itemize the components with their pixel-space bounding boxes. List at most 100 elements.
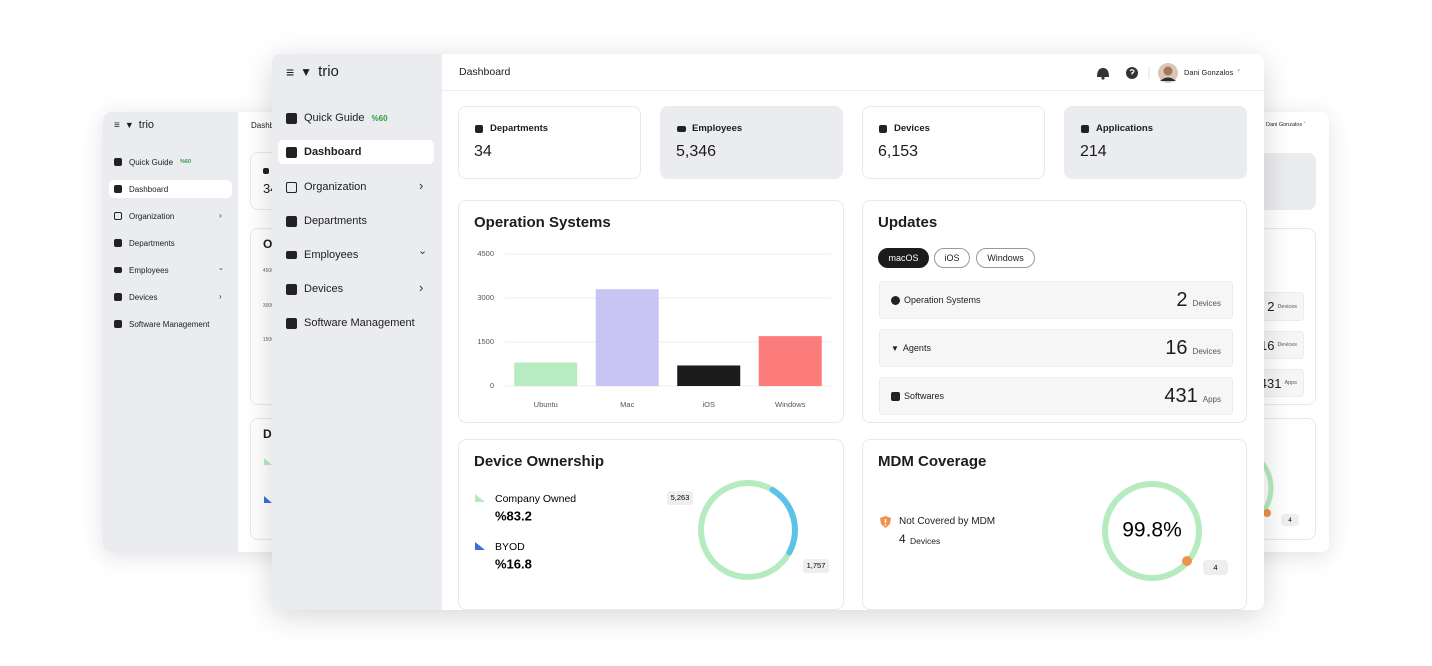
tab[interactable]: macOS [878, 248, 929, 268]
chart-card: Operation Systems 0 1500 3000 4500 Ubuntu Mac… [458, 200, 844, 423]
row-count: 2 [1176, 288, 1188, 311]
value-label: 5,263 [671, 493, 690, 502]
text: Departments [304, 215, 367, 227]
stat-label: Applications [1096, 123, 1154, 134]
header [442, 54, 1264, 91]
nav-item[interactable]: Devices [109, 288, 232, 306]
stat-value: 34 [474, 143, 492, 160]
chevron: › [419, 178, 424, 193]
bell-icon[interactable] [1097, 68, 1109, 77]
nav-item[interactable]: Organization [109, 207, 232, 225]
nav-item[interactable]: Employees [280, 243, 434, 267]
icon [286, 112, 297, 124]
text: Quick Guide [304, 112, 365, 124]
text: Employees [129, 265, 169, 275]
legend-icon [475, 542, 485, 550]
text: ▼ [300, 64, 313, 79]
icon [114, 185, 122, 193]
ring [1102, 481, 1202, 581]
update-row: ▼ Agents 16 Devices [879, 329, 1233, 367]
text: Organization [129, 211, 175, 221]
icon [475, 125, 483, 133]
chevron: › [219, 292, 222, 301]
legend-icon [264, 496, 272, 503]
legend-icon [264, 458, 272, 465]
bell-clapper [1101, 76, 1105, 80]
update-row: Operation Systems 2 Devices [879, 281, 1233, 319]
text: Devices [1277, 342, 1297, 348]
y-tick-label: 1500 [477, 337, 494, 346]
nav-item[interactable]: Employees [109, 261, 232, 279]
chart-card: Device Ownership 5,263 Company Owned %83.2… [458, 439, 844, 610]
icon [286, 146, 297, 158]
nav-item[interactable]: Departments [109, 234, 232, 252]
text: Departments [129, 238, 175, 248]
nav-item[interactable]: Dashboard [109, 180, 232, 198]
avatar-body [1160, 77, 1176, 81]
bar [595, 289, 659, 386]
nav-item[interactable]: Departments [280, 209, 434, 233]
text: Dashboard [129, 184, 169, 194]
text: Devices [1277, 303, 1297, 310]
chevron: ⌄ [418, 245, 428, 257]
warning-icon [880, 516, 891, 528]
stat-label: Devices [894, 123, 930, 134]
user-name: Dani Gonzalos [1184, 68, 1234, 77]
ring-cap [1182, 556, 1192, 566]
nav-item[interactable]: Quick Guide %60 [280, 106, 434, 130]
legend-share: %83.2 [495, 508, 532, 523]
nav-item[interactable]: Quick Guide %60 [109, 153, 232, 171]
stat-value: 6,153 [878, 143, 919, 160]
icon [114, 320, 122, 328]
row-count: 16 [1165, 336, 1188, 359]
user-menu[interactable]: Dani Gonzalos ˇ [1266, 122, 1306, 128]
badge [1281, 514, 1299, 526]
y-tick-label: 1500 [262, 337, 274, 343]
text: Organization [304, 181, 367, 193]
coverage-value: 99.8% [1122, 519, 1182, 542]
row-label: Agents [902, 343, 931, 353]
nav-item[interactable]: Organization [280, 175, 434, 199]
stat-value: 214 [1080, 143, 1107, 160]
text: ≡ [286, 63, 295, 80]
icon [114, 293, 122, 301]
chevron: ⌄ [218, 265, 224, 272]
legend-share: %16.8 [495, 556, 532, 571]
user-name: Dani Gonzalos [1266, 122, 1303, 128]
chart-title: Device Ownership [474, 453, 605, 470]
x-tick-label: iOS [702, 400, 715, 409]
icon [286, 181, 297, 193]
donut-segment [769, 486, 798, 556]
text: Dashboard [304, 146, 362, 158]
chevron: › [419, 280, 424, 295]
row-label: Softwares [904, 391, 945, 401]
bar-chart: 0 1500 3000 4500 Ubuntu Mac iOS Windows [477, 249, 831, 409]
text: %60 [180, 159, 192, 165]
icon [677, 126, 686, 132]
row-unit: Apps [1202, 394, 1221, 404]
icon [114, 267, 122, 273]
y-tick-label: 3000 [262, 303, 274, 309]
header-title: Dashboard [251, 121, 291, 130]
nav-item[interactable]: Software Management [109, 315, 232, 333]
row-unit: Devices [1192, 298, 1221, 308]
row-count: 431 [1164, 384, 1198, 407]
nav-item[interactable]: Dashboard [278, 140, 434, 164]
back-brand: ≡ ▼ trio [114, 119, 154, 131]
text: 431 [1259, 375, 1282, 391]
user-menu[interactable]: Dani Gonzalos ˇ [1184, 68, 1240, 77]
update-row: Softwares 431 Apps [879, 377, 1233, 415]
card-title: Updates [878, 214, 938, 231]
tab[interactable]: Windows [976, 248, 1035, 268]
main-window: ≡ ▼ trio Quick Guide %60 Dashboard Organiza… [272, 54, 1264, 610]
stat-label: Employees [692, 123, 743, 134]
icon [286, 251, 297, 259]
row-label: Operation Systems [904, 295, 981, 305]
help-glyph [1129, 69, 1135, 75]
badge [1203, 560, 1228, 575]
nav-item[interactable]: Software Management [280, 311, 434, 335]
x-tick-label: Ubuntu [534, 400, 558, 409]
tab[interactable]: iOS [934, 248, 970, 268]
nav-item[interactable]: Devices [280, 277, 434, 301]
mdm-unit: Devices [910, 536, 941, 546]
